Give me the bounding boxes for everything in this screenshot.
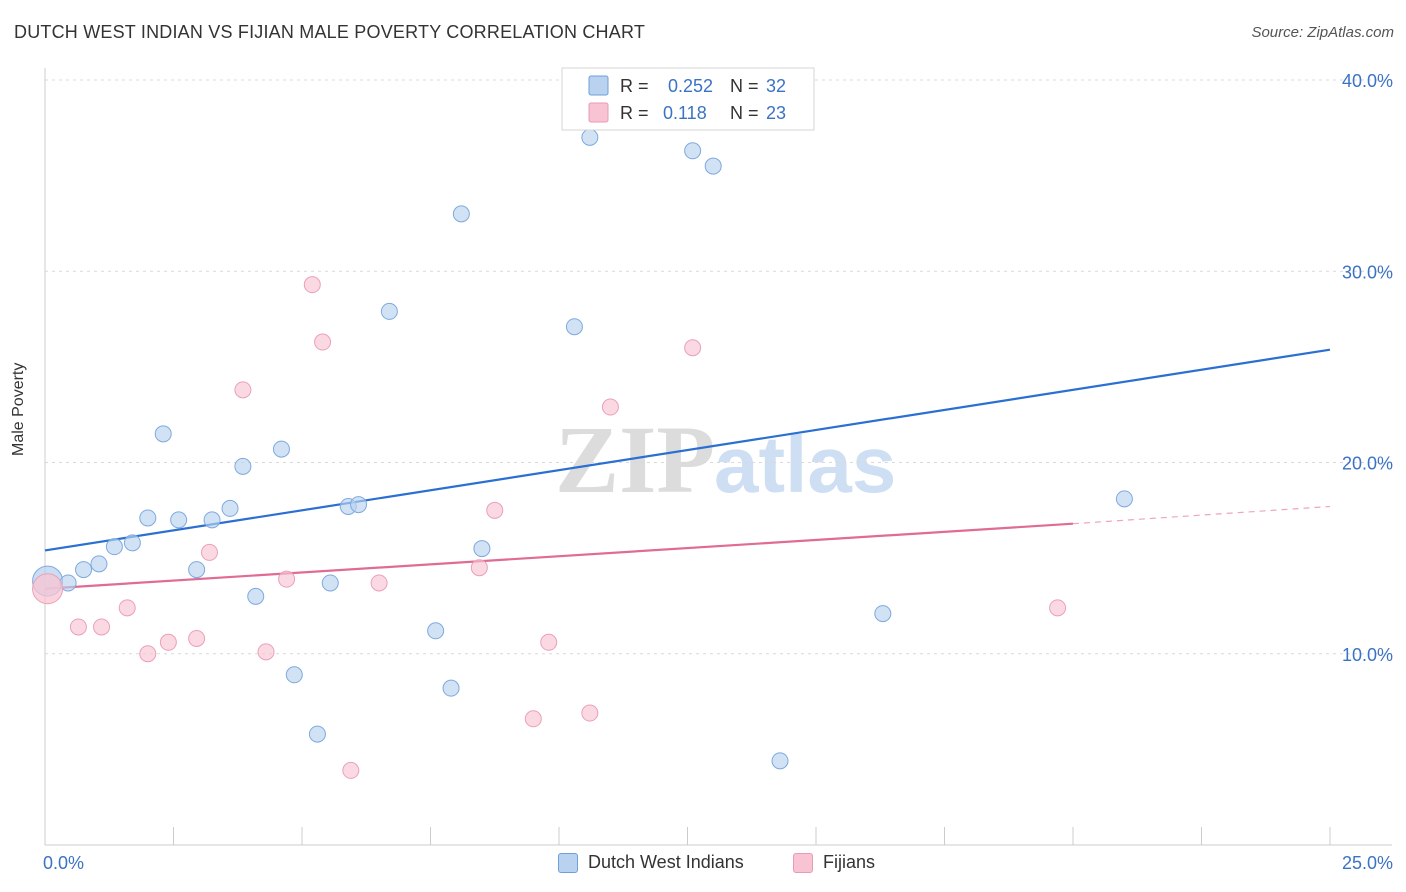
legend-box: R = 0.252 N = 32 R = 0.118 N = 23 <box>561 67 815 131</box>
point-dutch-west-indians <box>170 511 188 529</box>
point-dutch-west-indians <box>771 752 789 770</box>
point-dutch-west-indians <box>427 622 445 640</box>
point-fijians <box>342 761 360 779</box>
point-fijians <box>188 629 206 647</box>
trend-line-dutch-west-indians <box>44 348 1331 552</box>
point-dutch-west-indians <box>105 538 123 556</box>
legend-r-label-blue: R = <box>620 76 649 96</box>
trend-lines <box>44 348 1331 590</box>
point-dutch-west-indians <box>565 318 583 336</box>
point-dutch-west-indians <box>123 534 141 552</box>
point-dutch-west-indians <box>452 205 470 223</box>
point-fijians <box>200 543 218 561</box>
bottom-legend: Dutch West Indians Fijians <box>0 852 1406 878</box>
point-fijians <box>303 276 321 294</box>
point-fijians <box>159 633 177 651</box>
point-fijians <box>118 599 136 617</box>
point-fijians <box>139 645 157 663</box>
point-fijians <box>601 398 619 416</box>
point-fijians <box>581 704 599 722</box>
point-dutch-west-indians <box>380 302 398 320</box>
legend-swatch-pink <box>588 102 609 123</box>
point-fijians <box>1049 599 1067 617</box>
legend-n-label-blue: N = <box>730 76 759 96</box>
legend-n-value-pink: 23 <box>766 103 786 123</box>
legend-label-dutch-west-indians: Dutch West Indians <box>588 852 744 872</box>
legend-swatch-blue <box>588 75 609 96</box>
point-fijians <box>32 573 64 605</box>
point-dutch-west-indians <box>442 679 460 697</box>
point-dutch-west-indians <box>75 561 93 579</box>
point-dutch-west-indians <box>473 540 491 558</box>
trend-line-fijians <box>44 522 1074 590</box>
point-dutch-west-indians <box>154 425 172 443</box>
point-dutch-west-indians <box>234 457 252 475</box>
legend-label-fijians: Fijians <box>823 852 876 872</box>
point-dutch-west-indians <box>350 496 368 514</box>
legend-item-dutch-west-indians: Dutch West Indians <box>558 852 744 873</box>
point-fijians <box>486 501 504 519</box>
tick-labels: 10.0% 20.0% 30.0% 40.0% 0.0% 25.0% <box>43 71 1393 873</box>
y-tick-label: 40.0% <box>1342 71 1393 91</box>
x-tick-label-max: 25.0% <box>1342 853 1393 873</box>
point-fijians <box>370 574 388 592</box>
legend-r-label-pink: R = <box>620 103 649 123</box>
trend-extension-fijians <box>1072 505 1331 525</box>
y-tick-label: 30.0% <box>1342 262 1393 282</box>
point-fijians <box>540 633 558 651</box>
point-fijians <box>93 618 111 636</box>
point-fijians <box>278 570 296 588</box>
point-fijians <box>257 643 275 661</box>
point-dutch-west-indians <box>247 587 265 605</box>
point-dutch-west-indians <box>684 142 702 160</box>
point-dutch-west-indians <box>221 499 239 517</box>
axes <box>44 68 1392 846</box>
point-dutch-west-indians <box>321 574 339 592</box>
legend-r-value-pink: 0.118 <box>663 103 707 123</box>
point-dutch-west-indians <box>139 509 157 527</box>
legend-r-value-blue: 0.252 <box>668 76 713 96</box>
point-fijians <box>314 333 332 351</box>
point-fijians <box>684 339 702 357</box>
point-dutch-west-indians <box>90 555 108 573</box>
point-dutch-west-indians <box>188 561 206 579</box>
y-tick-label: 10.0% <box>1342 645 1393 665</box>
legend-n-value-blue: 32 <box>766 76 786 96</box>
point-dutch-west-indians <box>308 725 326 743</box>
legend-swatch-dutch-west-indians <box>558 852 578 873</box>
legend-item-fijians: Fijians <box>793 852 875 873</box>
x-tick-label-min: 0.0% <box>43 853 84 873</box>
point-dutch-west-indians <box>581 128 599 146</box>
point-fijians <box>524 710 542 728</box>
chart-title: DUTCH WEST INDIAN VS FIJIAN MALE POVERTY… <box>14 22 646 42</box>
legend-n-label-pink: N = <box>730 103 759 123</box>
point-fijians <box>69 618 87 636</box>
point-dutch-west-indians <box>874 605 892 623</box>
point-dutch-west-indians <box>704 157 722 175</box>
watermark-zip: ZIP <box>555 406 715 513</box>
source-credit: Source: ZipAtlas.com <box>1251 24 1394 41</box>
watermark-atlas: atlas <box>714 420 896 509</box>
point-fijians <box>234 381 252 399</box>
point-fijians <box>470 559 488 577</box>
point-dutch-west-indians <box>203 511 221 529</box>
legend-swatch-fijians <box>793 852 813 873</box>
point-dutch-west-indians <box>272 440 290 458</box>
point-dutch-west-indians <box>1115 490 1133 508</box>
y-tick-label: 20.0% <box>1342 454 1393 474</box>
data-points <box>32 128 1133 779</box>
point-dutch-west-indians <box>285 666 303 684</box>
